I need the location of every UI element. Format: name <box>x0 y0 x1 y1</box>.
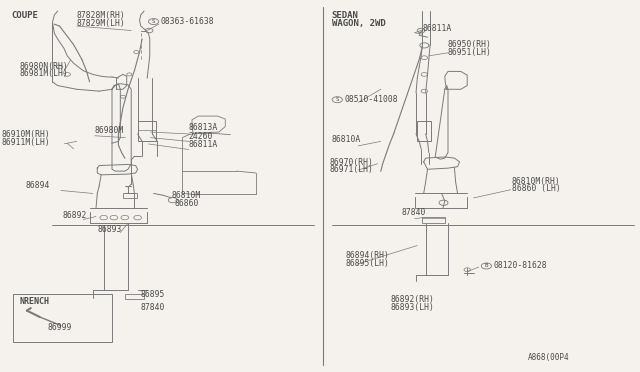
Text: COUPE: COUPE <box>12 11 38 20</box>
Text: 08120-81628: 08120-81628 <box>493 262 547 270</box>
Text: 86860 (LH): 86860 (LH) <box>512 185 561 193</box>
Text: 86892: 86892 <box>63 211 87 220</box>
Text: 86980N(RH): 86980N(RH) <box>19 62 68 71</box>
Text: 86892(RH): 86892(RH) <box>390 295 435 304</box>
Text: 08510-41008: 08510-41008 <box>344 95 398 104</box>
Text: 08363-61638: 08363-61638 <box>161 17 214 26</box>
Text: 86810M(RH): 86810M(RH) <box>512 177 561 186</box>
Text: 86895: 86895 <box>141 290 165 299</box>
Text: 86811A: 86811A <box>422 25 452 33</box>
Text: 86810A: 86810A <box>332 135 361 144</box>
Bar <box>417 121 431 141</box>
Text: 86999: 86999 <box>48 323 72 332</box>
Text: WAGON, 2WD: WAGON, 2WD <box>332 19 385 28</box>
Text: 86893(LH): 86893(LH) <box>390 303 435 312</box>
Text: 86951(LH): 86951(LH) <box>448 48 492 57</box>
Text: 86911M(LH): 86911M(LH) <box>1 138 50 147</box>
Text: 86811A: 86811A <box>189 140 218 149</box>
Text: A868(00P4: A868(00P4 <box>528 353 570 362</box>
Bar <box>13 294 112 342</box>
Text: S: S <box>335 97 339 102</box>
Text: SEDAN: SEDAN <box>332 11 358 20</box>
Text: 87828M(RH): 87828M(RH) <box>77 12 125 20</box>
Text: 86971(LH): 86971(LH) <box>330 165 374 174</box>
Text: 86910M(RH): 86910M(RH) <box>1 131 50 140</box>
Text: 86950(RH): 86950(RH) <box>448 40 492 49</box>
Bar <box>123 193 137 198</box>
Text: 86970(RH): 86970(RH) <box>330 158 374 167</box>
Text: 87829M(LH): 87829M(LH) <box>77 19 125 28</box>
Text: 86813A: 86813A <box>189 123 218 132</box>
Text: 86810M: 86810M <box>172 191 201 200</box>
Text: 86980M: 86980M <box>95 126 124 135</box>
Bar <box>422 217 445 223</box>
Text: 86895(LH): 86895(LH) <box>346 259 390 268</box>
Text: 86894: 86894 <box>26 182 50 190</box>
Text: 86894(RH): 86894(RH) <box>346 251 390 260</box>
Bar <box>125 294 144 299</box>
Text: NRENCH: NRENCH <box>19 297 49 306</box>
Text: 87840: 87840 <box>402 208 426 217</box>
Text: 24260: 24260 <box>189 132 213 141</box>
Text: 86893: 86893 <box>98 225 122 234</box>
Text: 87840: 87840 <box>141 303 165 312</box>
Text: 86981M(LH): 86981M(LH) <box>19 69 68 78</box>
Text: 86860: 86860 <box>174 199 198 208</box>
Bar <box>138 121 156 141</box>
Text: B: B <box>484 263 488 269</box>
Text: S: S <box>152 19 156 24</box>
